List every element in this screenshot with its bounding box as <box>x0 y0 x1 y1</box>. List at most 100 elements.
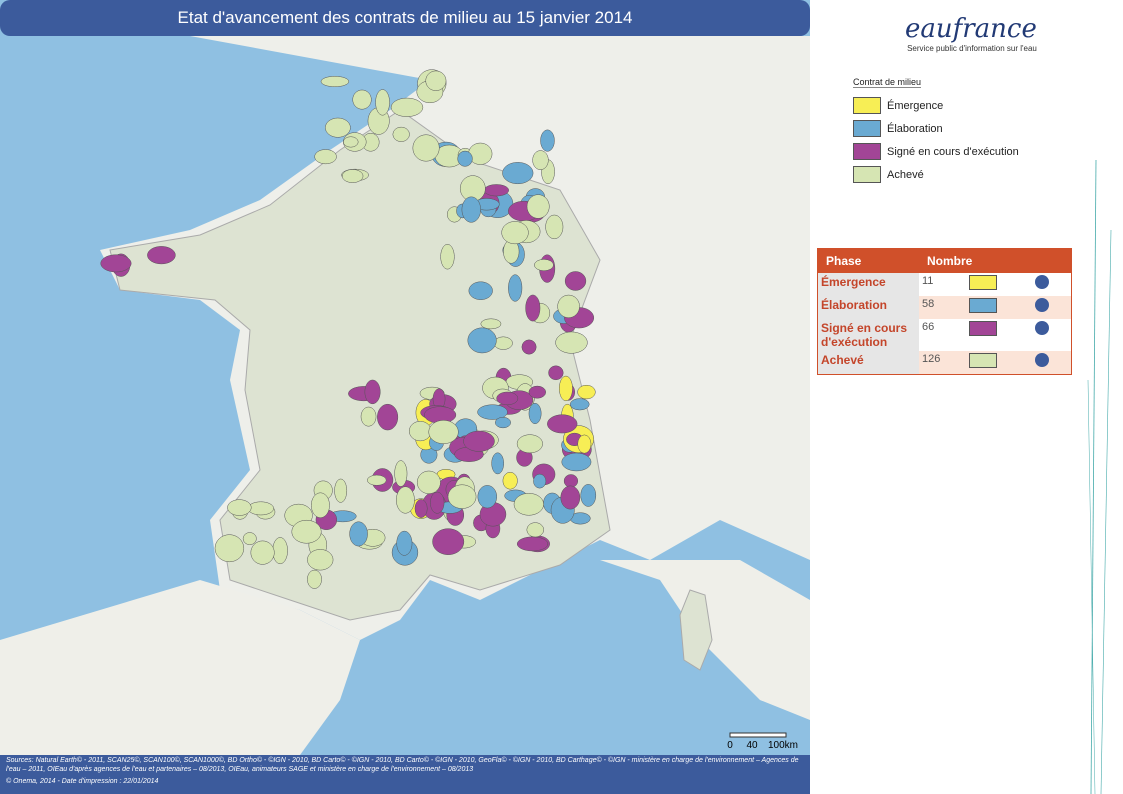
contract-area <box>564 271 587 291</box>
phase-table: Phase Nombre Émergence 11 Élaboration 58 Sign… <box>817 248 1072 375</box>
contract-area <box>463 430 495 452</box>
zoom-icon[interactable] <box>1034 298 1049 312</box>
col-header[interactable]: Nombre <box>919 248 1072 273</box>
legend-title: Contrat de milieu <box>853 77 922 88</box>
contract-area <box>375 89 390 116</box>
scale-bar: 0 40 100km <box>727 732 798 751</box>
contract-area <box>341 169 364 183</box>
contract-area <box>569 398 590 411</box>
contract-area <box>360 406 377 427</box>
contract-area <box>390 97 424 117</box>
zoom-icon[interactable] <box>1034 275 1049 289</box>
swatch-cell <box>966 296 1032 319</box>
contract-area <box>250 540 275 565</box>
contract-area <box>521 339 537 355</box>
contract-area <box>320 76 350 87</box>
contract-area <box>343 136 359 148</box>
contract-area <box>560 485 581 510</box>
contract-area <box>501 221 529 245</box>
contract-area <box>483 184 509 197</box>
contract-area <box>352 89 372 110</box>
row-swatch <box>969 321 998 336</box>
zoom-cell <box>1031 351 1072 375</box>
contract-areas <box>100 69 597 589</box>
contract-area <box>534 259 554 271</box>
col-header[interactable]: Phase <box>817 248 919 273</box>
contract-area <box>547 414 578 434</box>
row-swatch <box>969 298 998 313</box>
contract-area <box>577 384 596 400</box>
contract-area <box>533 473 547 489</box>
contract-area <box>242 532 257 546</box>
legend-label: Émergence <box>887 99 944 112</box>
contract-area <box>559 375 573 402</box>
count: 66 <box>922 321 935 333</box>
contract-area <box>526 522 544 538</box>
scale-rect <box>729 732 787 738</box>
zoom-icon[interactable] <box>1034 353 1049 367</box>
zoom-cell <box>1031 296 1072 319</box>
contract-area <box>307 569 322 589</box>
legend-item: Signé en cours d'exécution <box>853 140 1019 163</box>
legend-swatch <box>853 166 881 183</box>
contract-area <box>508 274 523 302</box>
header-bar <box>0 0 810 36</box>
contract-area <box>100 254 132 273</box>
contract-area <box>577 434 592 454</box>
contract-area <box>561 452 592 472</box>
legend-swatch <box>853 143 881 160</box>
contract-area <box>349 521 368 547</box>
corsica <box>679 589 713 671</box>
contract-area <box>392 126 410 142</box>
legend-swatch <box>853 120 881 137</box>
contract-area <box>496 391 519 406</box>
contract-area <box>214 534 245 563</box>
contract-area <box>334 478 348 503</box>
contract-area <box>491 452 504 475</box>
table-row: Émergence 11 <box>817 273 1072 296</box>
footer-bar <box>0 755 810 794</box>
contract-area <box>409 421 432 442</box>
zoom-icon[interactable] <box>1034 321 1049 335</box>
phase: Élaboration <box>817 296 919 319</box>
legend-label: Signé en cours d'exécution <box>887 145 1019 158</box>
contract-area <box>457 150 473 167</box>
contract-area <box>425 70 447 91</box>
row-swatch <box>969 275 998 290</box>
contract-area <box>477 485 497 509</box>
contract-area <box>502 471 518 490</box>
table-row: Signé en cours d'exécution 66 <box>817 319 1072 351</box>
contract-area <box>548 365 564 381</box>
legend-item: Émergence <box>853 94 1019 117</box>
contract-area <box>580 484 597 507</box>
contract-area <box>557 294 580 318</box>
count: 11 <box>922 275 934 287</box>
contract-area <box>307 549 334 571</box>
logo-tagline: Service public d'information sur l'eau <box>907 44 1037 53</box>
contract-area <box>377 403 399 431</box>
contract-area <box>526 194 550 219</box>
contract-area <box>528 385 547 399</box>
logo: eaufrance Service public d'information s… <box>905 14 1037 53</box>
phase: Signé en cours d'exécution <box>817 319 919 351</box>
contract-area <box>394 460 408 487</box>
count: 126 <box>919 351 967 375</box>
contract-area <box>272 537 288 565</box>
decor <box>1087 159 1112 794</box>
logo-name: eaufrance <box>905 14 1037 44</box>
swatch-cell <box>966 319 1032 351</box>
contract-area <box>513 493 544 516</box>
contract-area <box>528 402 542 424</box>
contract-area <box>367 474 387 486</box>
contract-area <box>468 281 493 300</box>
contract-area <box>555 331 588 354</box>
contract-area <box>525 294 541 322</box>
legend: Contrat de milieu Émergence Élaboration Si… <box>853 76 1019 186</box>
zoom-cell <box>1032 319 1072 351</box>
swatch-cell <box>966 351 1032 375</box>
contract-area <box>467 327 497 354</box>
footer: Sources: Natural Earth© - 2011, SCAN25©,… <box>6 757 799 785</box>
contract-area <box>502 162 534 185</box>
zoom-cell <box>1032 273 1072 296</box>
contract-area <box>440 244 455 270</box>
